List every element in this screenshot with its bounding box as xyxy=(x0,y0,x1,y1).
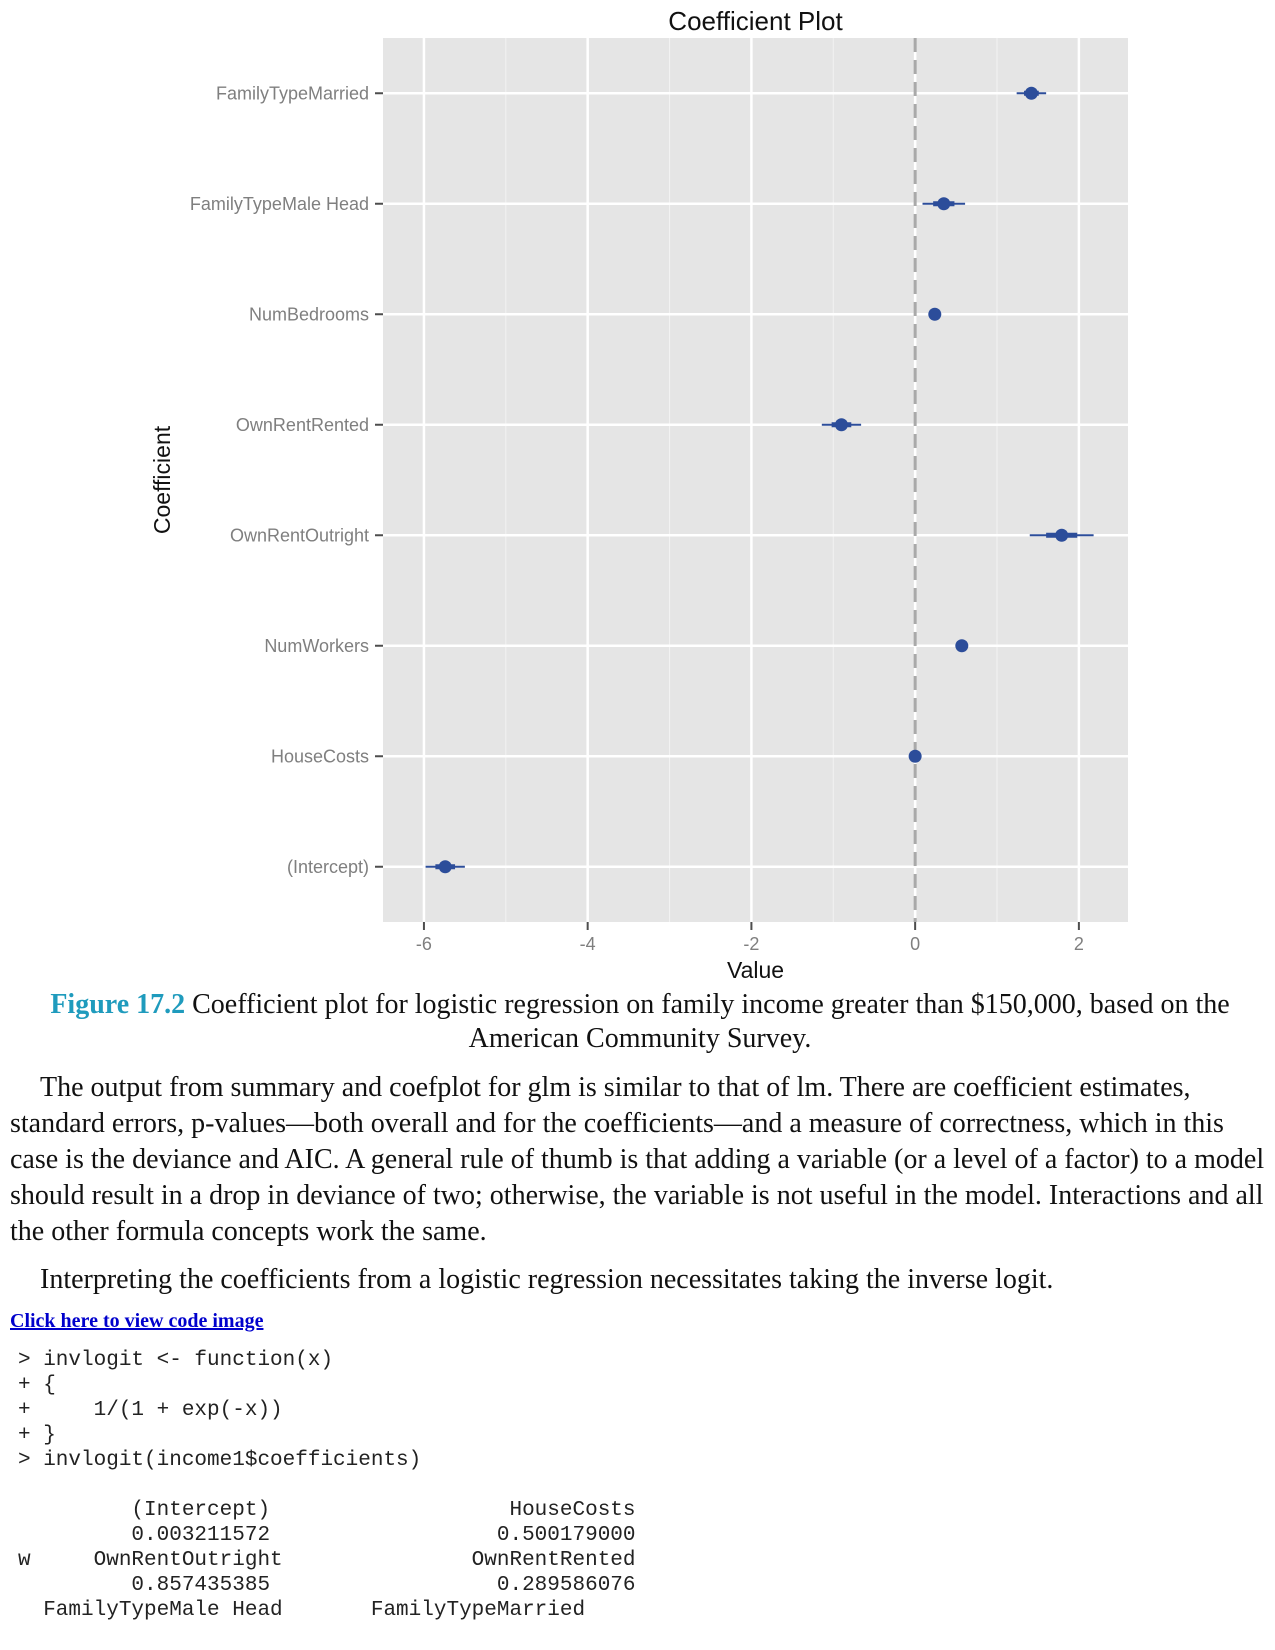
x-axis-label: Value xyxy=(727,957,784,983)
coefficient-point xyxy=(1024,86,1038,100)
coefficient-point xyxy=(1055,528,1069,542)
code-line xyxy=(18,1473,636,1498)
code-block: > invlogit <- function(x) + {+ 1/(1 + exp… xyxy=(18,1348,636,1623)
code-line: + } xyxy=(18,1424,56,1447)
y-tick-label: HouseCosts xyxy=(271,746,369,766)
x-tick-label: 0 xyxy=(910,934,920,954)
coefficient-point xyxy=(834,418,848,432)
y-tick-label: NumBedrooms xyxy=(249,304,369,324)
coefficient-point xyxy=(908,749,922,763)
coefficient-point xyxy=(937,197,951,211)
plot-panel xyxy=(383,38,1128,922)
chart-title: Coefficient Plot xyxy=(668,6,843,36)
code-line: > invlogit(income1$coefficients) xyxy=(18,1449,422,1472)
code-line: 0.003211572 0.500179000 xyxy=(18,1524,636,1547)
y-tick-label: FamilyTypeMarried xyxy=(216,83,369,103)
y-tick-label: FamilyTypeMale Head xyxy=(190,194,369,214)
x-tick-label: 2 xyxy=(1074,934,1084,954)
x-tick-label: -4 xyxy=(580,934,596,954)
figure-label: Figure 17.2 xyxy=(50,989,186,1020)
coefficient-point xyxy=(955,639,969,653)
body-paragraph-1: The output from summary and coefplot for… xyxy=(10,1072,1265,1247)
view-code-image-link[interactable]: Click here to view code image xyxy=(10,1310,264,1332)
code-line: (Intercept) HouseCosts xyxy=(18,1499,636,1522)
code-line: + { xyxy=(18,1374,56,1397)
x-tick-label: -2 xyxy=(743,934,759,954)
coefficient-plot-svg: FamilyTypeMarried FamilyTypeMale Head NumB… xyxy=(149,6,1128,983)
code-line: w OwnRentOutright OwnRentRented xyxy=(18,1549,636,1572)
y-tick-label: OwnRentRented xyxy=(236,415,369,435)
y-tick-label: (Intercept) xyxy=(287,857,369,877)
code-line: FamilyTypeMale Head FamilyTypeMarried xyxy=(18,1599,586,1622)
coefficient-plot: FamilyTypeMarried FamilyTypeMale Head NumB… xyxy=(149,6,1128,983)
body-paragraph-2: Interpreting the coefficients from a log… xyxy=(40,1264,1054,1295)
figure-caption-text: Coefficient plot for logistic regression… xyxy=(185,989,1230,1054)
code-line: + 1/(1 + exp(-x)) xyxy=(18,1399,283,1422)
code-line: > invlogit <- function(x) xyxy=(18,1349,334,1372)
code-line: 0.857435385 0.289586076 xyxy=(18,1574,636,1597)
figure-caption: Figure 17.2 Coefficient plot for logisti… xyxy=(30,988,1250,1056)
x-tick-label: -6 xyxy=(416,934,432,954)
coefficient-point xyxy=(438,860,452,874)
y-tick-label: OwnRentOutright xyxy=(230,525,369,545)
y-axis-label: Coefficient xyxy=(149,425,175,534)
coefficient-point xyxy=(928,307,942,321)
y-tick-label: NumWorkers xyxy=(264,636,369,656)
